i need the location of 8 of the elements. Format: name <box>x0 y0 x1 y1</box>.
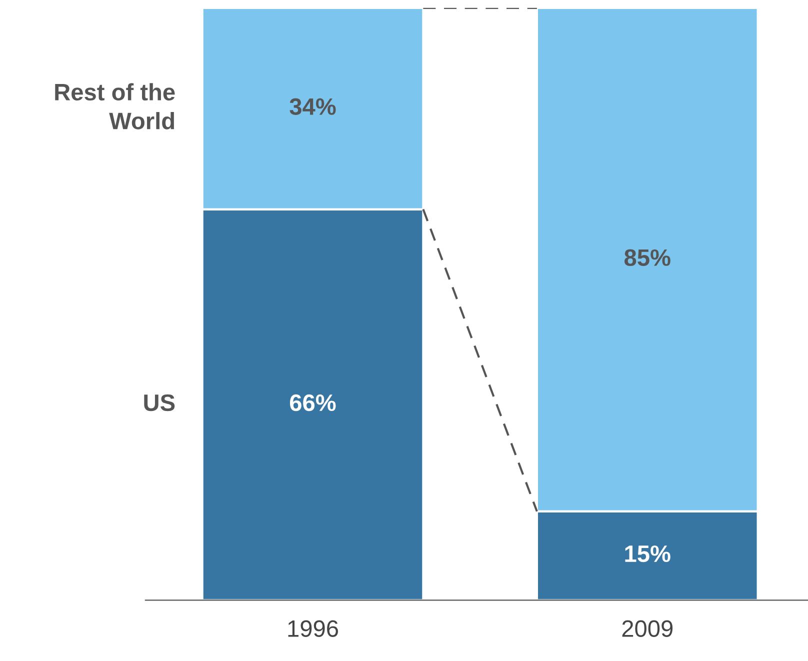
data-label: 15% <box>625 545 670 562</box>
x-tick-label: 1996 <box>288 620 338 637</box>
series-label: US <box>144 394 175 412</box>
x-tick-label: 2009 <box>622 620 673 637</box>
series-label: Rest of the World <box>55 83 175 130</box>
data-label: 66% <box>290 394 336 412</box>
data-label: 34% <box>290 98 336 115</box>
data-label: 85% <box>624 249 670 266</box>
